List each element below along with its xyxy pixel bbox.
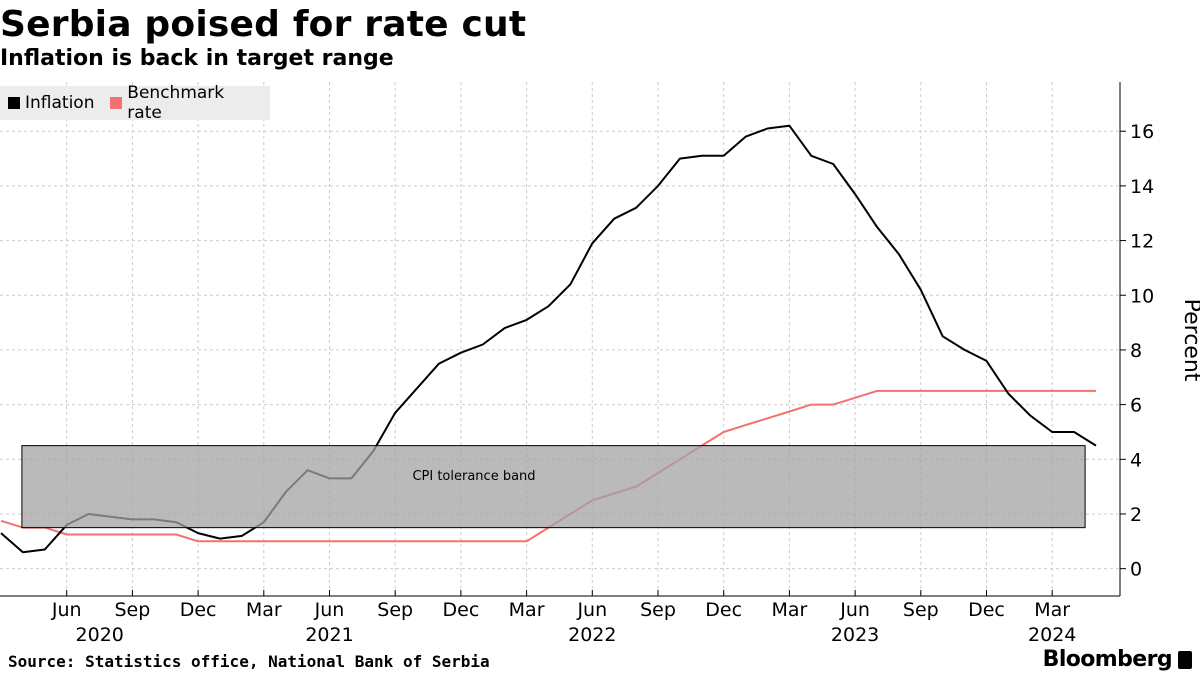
legend-label-inflation: Inflation [25,93,95,113]
legend-swatch-benchmark [110,97,123,109]
x-tick-label-month: Sep [640,599,676,621]
x-tick-label-year: 2021 [305,624,353,646]
x-tick-label-month: Dec [443,599,480,621]
legend: Inflation Benchmark rate [0,83,270,123]
x-tick-label-month: Jun [839,599,870,621]
x-tick-label-year: 2023 [831,624,879,646]
y-tick-label: 16 [1130,121,1154,143]
x-tick-label-month: Dec [705,599,742,621]
y-tick-label: 12 [1130,231,1154,253]
y-tick-label: 6 [1130,395,1142,417]
source-note: Source: Statistics office, National Bank… [8,652,490,671]
chart-title: Serbia poised for rate cut [0,4,527,45]
x-tick-label-year: 2020 [76,624,124,646]
y-tick-label: 14 [1130,176,1154,198]
band-label: CPI tolerance band [412,469,535,484]
x-tick-label-month: Jun [314,599,345,621]
y-tick-label: 8 [1130,340,1142,362]
legend-swatch-inflation [8,97,20,109]
y-tick-label: 0 [1130,559,1142,581]
terminal-icon [1178,650,1192,669]
x-tick-label-month: Jun [51,599,82,621]
x-tick-label-month: Mar [1034,599,1070,621]
chart-subtitle: Inflation is back in target range [0,46,394,71]
x-tick-label-month: Sep [903,599,939,621]
x-tick-label-year: 2024 [1028,624,1076,646]
cpi-tolerance-band [21,445,1086,529]
x-tick-label-month: Sep [377,599,413,621]
x-tick-label-month: Mar [246,599,282,621]
x-tick-label-month: Dec [968,599,1005,621]
x-tick-label-year: 2022 [568,624,616,646]
y-tick-label: 4 [1130,449,1142,471]
legend-label-benchmark: Benchmark rate [127,83,225,123]
x-tick-label-month: Dec [180,599,217,621]
x-tick-label-month: Sep [114,599,150,621]
x-tick-label-month: Mar [771,599,807,621]
legend-item-benchmark[interactable]: Benchmark rate [110,83,262,123]
y-tick-label: 10 [1130,285,1154,307]
x-tick-label-month: Jun [576,599,607,621]
x-tick-label-month: Mar [509,599,545,621]
brand-name: Bloomberg [1042,647,1173,672]
y-axis-title: Percent [1179,299,1200,382]
y-tick-label: 2 [1130,504,1142,526]
brand-logo: Bloomberg [1043,647,1192,672]
legend-item-inflation[interactable]: Inflation [8,93,94,113]
